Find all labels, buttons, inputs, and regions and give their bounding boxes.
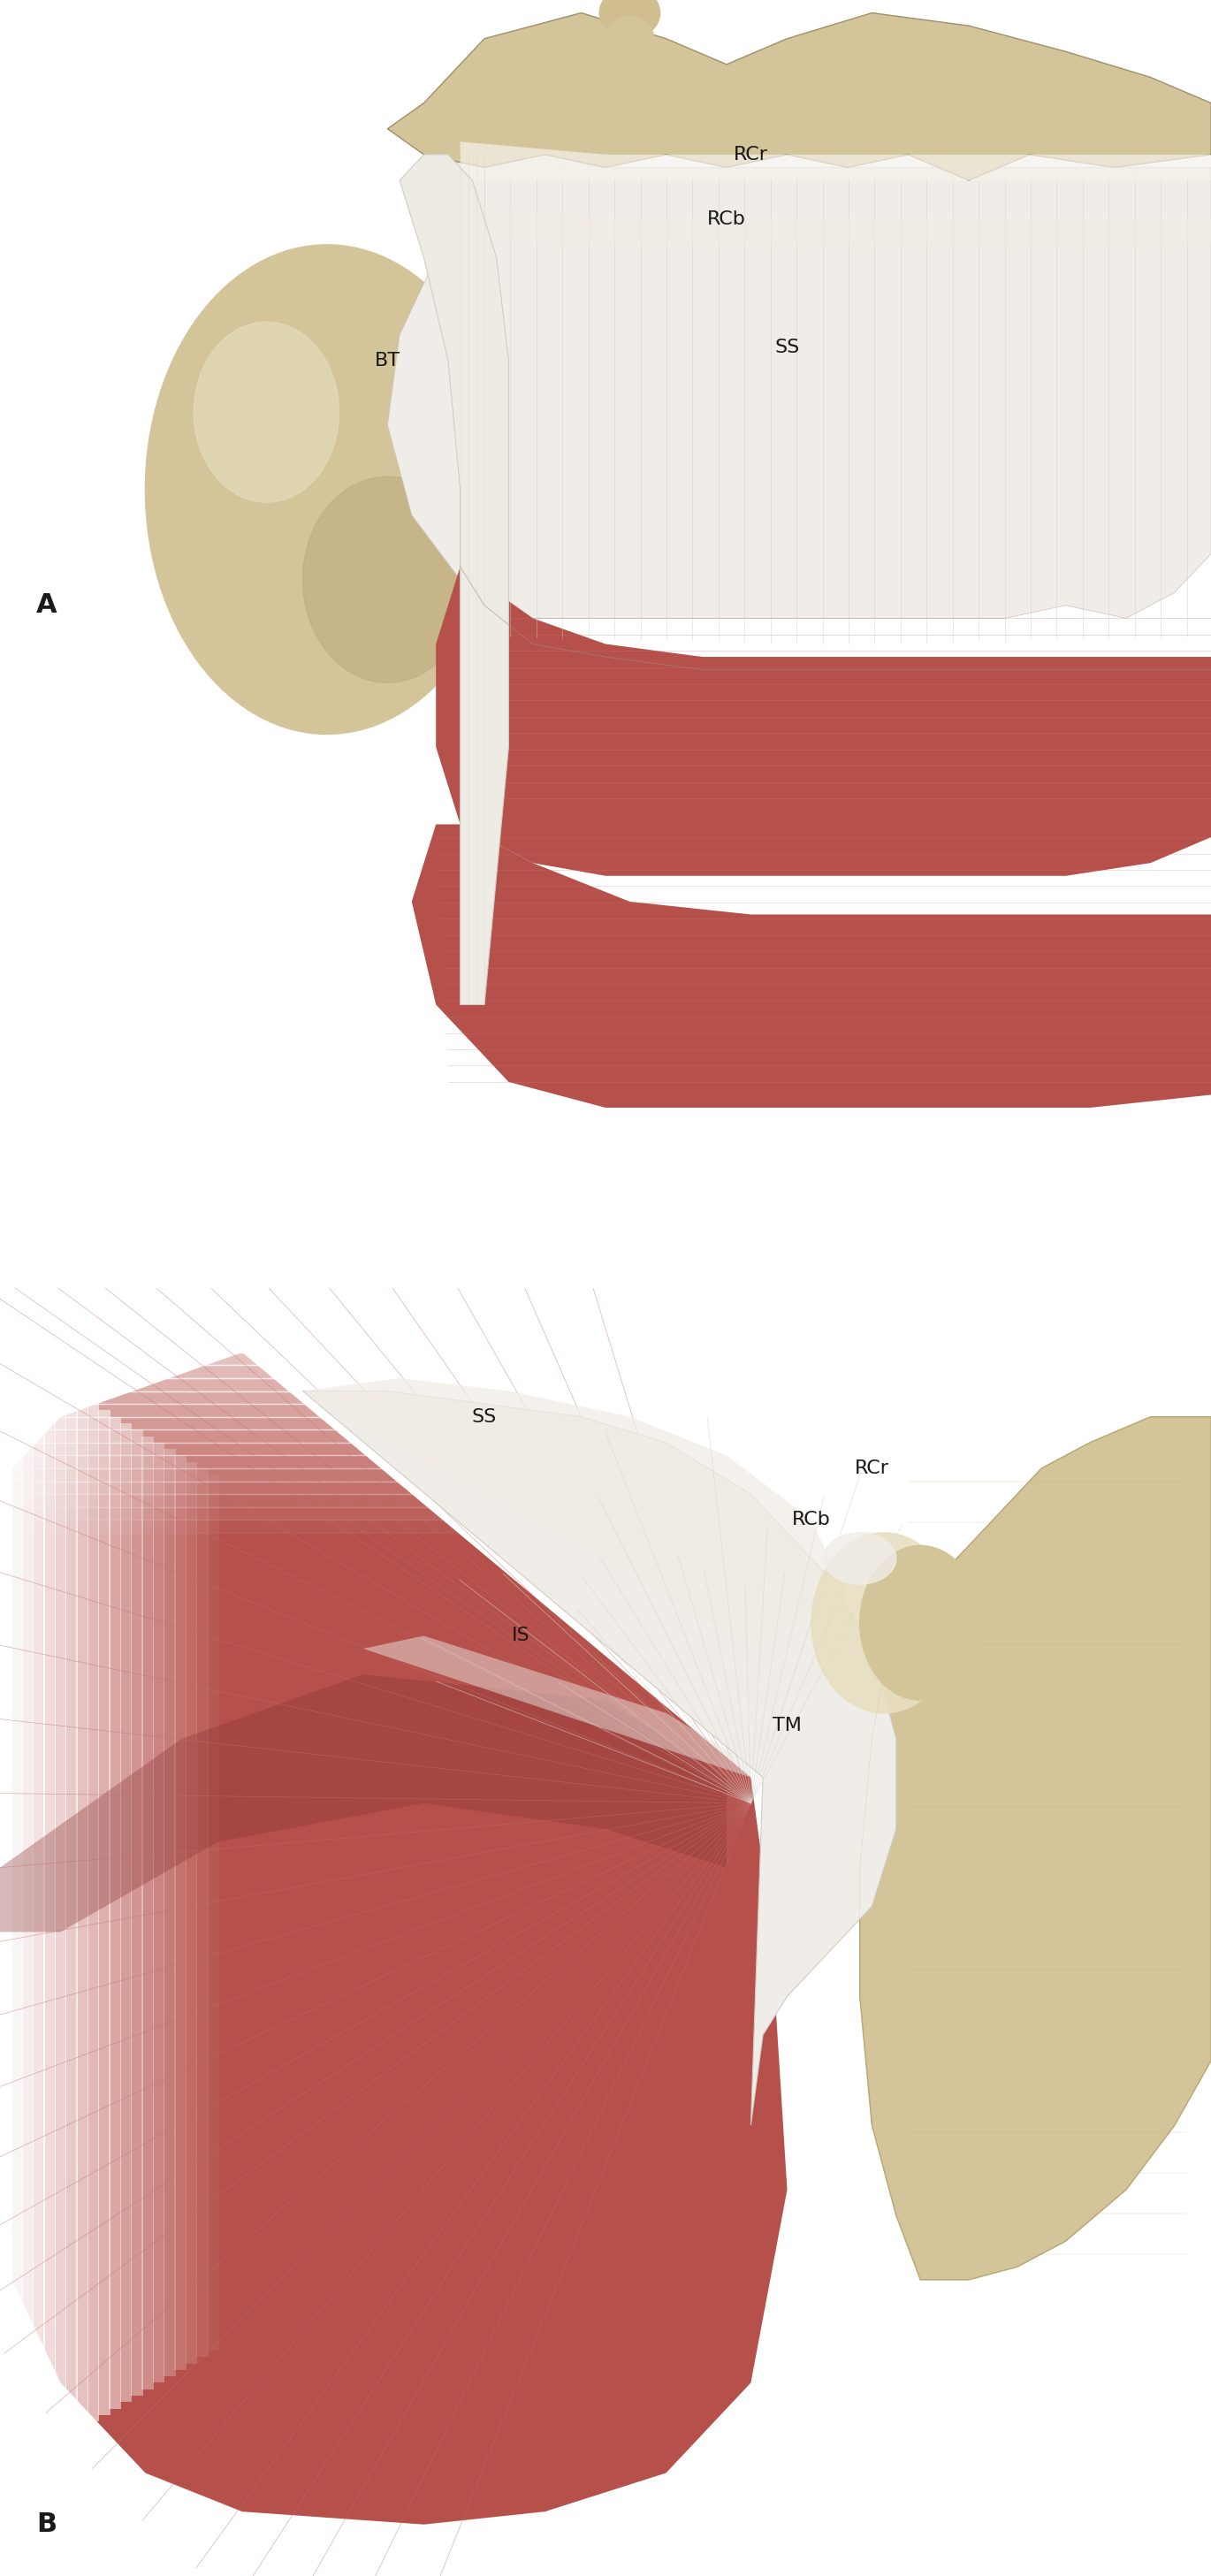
Bar bbox=[0, 1404, 787, 1417]
PathPatch shape bbox=[303, 1378, 848, 1649]
Bar bbox=[0, 1507, 787, 1520]
PathPatch shape bbox=[0, 1674, 727, 1932]
PathPatch shape bbox=[388, 13, 1211, 180]
PathPatch shape bbox=[303, 1391, 896, 2125]
PathPatch shape bbox=[11, 1360, 23, 2468]
Bar bbox=[0, 1352, 787, 1365]
Ellipse shape bbox=[599, 0, 660, 39]
PathPatch shape bbox=[142, 1437, 154, 2391]
Text: RCb: RCb bbox=[707, 211, 746, 227]
PathPatch shape bbox=[120, 1422, 132, 2401]
PathPatch shape bbox=[98, 1412, 110, 2416]
Bar bbox=[0, 1391, 787, 1404]
PathPatch shape bbox=[76, 1396, 88, 2427]
PathPatch shape bbox=[207, 1473, 219, 2349]
Bar bbox=[0, 1417, 787, 1430]
PathPatch shape bbox=[174, 1455, 186, 2370]
Ellipse shape bbox=[194, 322, 339, 502]
PathPatch shape bbox=[44, 1378, 56, 2447]
Text: B: B bbox=[36, 2512, 57, 2537]
PathPatch shape bbox=[860, 1417, 1211, 2280]
Ellipse shape bbox=[145, 245, 509, 734]
Ellipse shape bbox=[303, 477, 472, 683]
PathPatch shape bbox=[412, 824, 1211, 1108]
PathPatch shape bbox=[436, 567, 1211, 876]
Text: TM: TM bbox=[773, 1718, 802, 1734]
Bar bbox=[0, 1378, 787, 1391]
Bar bbox=[0, 1468, 787, 1481]
Ellipse shape bbox=[606, 15, 654, 62]
PathPatch shape bbox=[196, 1468, 208, 2357]
PathPatch shape bbox=[33, 1373, 45, 2452]
PathPatch shape bbox=[400, 155, 509, 1005]
PathPatch shape bbox=[109, 1417, 121, 2409]
PathPatch shape bbox=[22, 1365, 34, 2460]
Text: RCr: RCr bbox=[734, 147, 768, 162]
PathPatch shape bbox=[388, 103, 1211, 618]
Bar bbox=[0, 1430, 787, 1443]
PathPatch shape bbox=[185, 1463, 197, 2365]
Bar bbox=[0, 1365, 787, 1378]
PathPatch shape bbox=[0, 1352, 12, 2473]
PathPatch shape bbox=[0, 1352, 787, 2524]
PathPatch shape bbox=[131, 1430, 143, 2396]
Ellipse shape bbox=[823, 1533, 896, 1584]
PathPatch shape bbox=[65, 1391, 78, 2434]
PathPatch shape bbox=[153, 1443, 165, 2383]
PathPatch shape bbox=[54, 1386, 67, 2442]
Text: RCr: RCr bbox=[855, 1461, 889, 1476]
PathPatch shape bbox=[163, 1448, 176, 2375]
Text: SS: SS bbox=[472, 1409, 497, 1425]
Text: RCb: RCb bbox=[792, 1512, 831, 1528]
PathPatch shape bbox=[87, 1404, 99, 2421]
Bar bbox=[0, 1455, 787, 1468]
PathPatch shape bbox=[363, 1636, 751, 1777]
Text: A: A bbox=[36, 592, 57, 618]
Bar bbox=[0, 1443, 787, 1455]
PathPatch shape bbox=[472, 206, 1211, 245]
Bar bbox=[0, 1481, 787, 1494]
Text: BT: BT bbox=[374, 353, 401, 368]
Text: IS: IS bbox=[511, 1628, 530, 1643]
Text: SS: SS bbox=[775, 340, 799, 355]
Bar bbox=[0, 1340, 787, 1352]
Bar bbox=[0, 1520, 787, 1533]
Ellipse shape bbox=[860, 1546, 981, 1700]
PathPatch shape bbox=[460, 142, 1211, 180]
Ellipse shape bbox=[811, 1533, 957, 1713]
Bar bbox=[0, 1494, 787, 1507]
